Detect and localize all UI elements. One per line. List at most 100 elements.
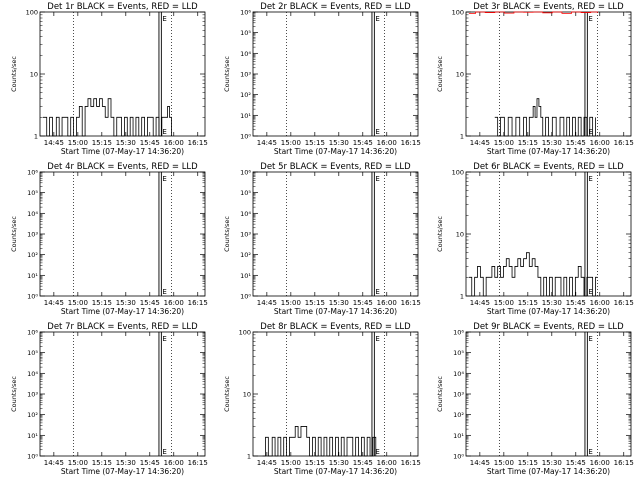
chart-panel-7: Det 7r BLACK = Events, RED = LLD E E 14:45 1…	[10, 322, 208, 476]
y-tick-label: 10¹	[453, 432, 464, 440]
x-axis-label: Start Time (07-May-17 14:36:20)	[274, 307, 397, 316]
y-axis-label: Counts/sec	[436, 56, 444, 92]
y-axis-label: Counts/sec	[10, 56, 18, 92]
y-axis-label: Counts/sec	[223, 216, 231, 252]
chart-title: Det 3r BLACK = Events, RED = LLD	[473, 2, 624, 12]
chart-title: Det 1r BLACK = Events, RED = LLD	[47, 2, 198, 12]
x-tick-label: 14:45	[470, 139, 490, 147]
plot-frame	[252, 11, 419, 137]
chart-title: Det 2r BLACK = Events, RED = LLD	[260, 2, 411, 12]
x-tick-label: 15:00	[494, 299, 514, 307]
x-tick-label: 16:00	[590, 139, 610, 147]
y-tick-label: 10⁰	[453, 453, 464, 461]
y-tick-label: 10¹	[240, 112, 251, 120]
series-line-1	[468, 252, 598, 297]
y-tick-label: 10³	[27, 231, 38, 239]
chart-title: Det 5r BLACK = Events, RED = LLD	[260, 162, 411, 172]
x-tick-label: 14:45	[44, 299, 64, 307]
y-tick-label: 100	[239, 329, 251, 337]
marker-e-bottom: E	[375, 288, 379, 296]
x-tick-label: 15:30	[116, 299, 136, 307]
y-tick-label: 10²	[27, 251, 38, 259]
x-tick-label: 15:00	[494, 139, 514, 147]
x-tick-label: 14:45	[470, 299, 490, 307]
x-tick-label: 16:15	[614, 299, 634, 307]
chart-panel-9: Det 9r BLACK = Events, RED = LLD E E 14:45 1…	[436, 322, 634, 476]
x-axis-label: Start Time (07-May-17 14:36:20)	[61, 467, 184, 476]
y-tick-label: 10⁶	[27, 169, 38, 177]
x-tick-label: 15:45	[140, 299, 160, 307]
series-line-1	[42, 98, 172, 137]
x-axis-label: Start Time (07-May-17 14:36:20)	[487, 147, 610, 156]
x-tick-label: 14:45	[257, 299, 277, 307]
y-tick-label: 1	[247, 453, 251, 461]
y-tick-label: 10⁰	[27, 453, 38, 461]
x-tick-label: 15:00	[68, 459, 88, 467]
chart-title: Det 9r BLACK = Events, RED = LLD	[473, 322, 624, 332]
chart-title: Det 8r BLACK = Events, RED = LLD	[260, 322, 411, 332]
x-tick-label: 15:30	[329, 139, 349, 147]
marker-e-bottom: E	[162, 288, 166, 296]
marker-e-top: E	[375, 175, 379, 183]
x-tick-label: 15:15	[518, 299, 538, 307]
y-tick-label: 1	[460, 293, 464, 301]
plot-frame	[252, 171, 419, 297]
y-tick-label: 10⁶	[453, 329, 464, 337]
marker-e-bottom: E	[588, 128, 592, 136]
x-tick-label: 15:45	[566, 139, 586, 147]
y-tick-label: 10⁶	[240, 169, 251, 177]
chart-panel-3: Det 3r BLACK = Events, RED = LLD E E 14:45 1…	[436, 2, 634, 156]
y-tick-label: 10⁵	[240, 29, 251, 37]
y-tick-label: 10⁵	[27, 189, 38, 197]
x-axis-label: Start Time (07-May-17 14:36:20)	[61, 307, 184, 316]
x-tick-label: 16:15	[614, 459, 634, 467]
x-tick-label: 14:45	[470, 459, 490, 467]
x-tick-label: 16:15	[614, 139, 634, 147]
y-axis-label: Counts/sec	[223, 56, 231, 92]
x-tick-label: 16:00	[590, 299, 610, 307]
x-tick-label: 15:15	[305, 299, 325, 307]
marker-e-top: E	[162, 335, 166, 343]
y-tick-label: 10¹	[27, 432, 38, 440]
x-tick-label: 16:15	[188, 459, 208, 467]
chart-title: Det 4r BLACK = Events, RED = LLD	[47, 162, 198, 172]
y-tick-label: 10	[243, 391, 251, 399]
y-tick-label: 10	[456, 231, 464, 239]
x-tick-label: 14:45	[257, 459, 277, 467]
x-tick-label: 15:30	[116, 459, 136, 467]
marker-e-bottom: E	[588, 288, 592, 296]
chart-panel-6: Det 6r BLACK = Events, RED = LLD E E 14:45 1…	[436, 162, 634, 316]
y-tick-label: 10³	[240, 71, 251, 79]
x-axis-label: Start Time (07-May-17 14:36:20)	[274, 147, 397, 156]
x-tick-label: 15:45	[353, 139, 373, 147]
x-axis-label: Start Time (07-May-17 14:36:20)	[487, 467, 610, 476]
x-tick-label: 16:00	[377, 459, 397, 467]
y-tick-label: 10⁶	[27, 329, 38, 337]
x-axis-label: Start Time (07-May-17 14:36:20)	[487, 307, 610, 316]
series-line-2	[468, 11, 598, 14]
x-tick-label: 16:00	[164, 299, 184, 307]
x-tick-label: 15:00	[281, 459, 301, 467]
marker-e-top: E	[375, 335, 379, 343]
x-tick-label: 14:45	[257, 139, 277, 147]
y-tick-label: 10⁵	[453, 349, 464, 357]
x-tick-label: 15:45	[353, 459, 373, 467]
x-tick-label: 15:15	[92, 139, 112, 147]
y-tick-label: 10⁴	[453, 370, 464, 378]
marker-e-bottom: E	[588, 448, 592, 456]
series-line-1	[262, 426, 377, 457]
x-tick-label: 16:00	[164, 459, 184, 467]
marker-e-bottom: E	[375, 448, 379, 456]
x-tick-label: 15:30	[329, 459, 349, 467]
x-tick-label: 15:15	[305, 139, 325, 147]
y-tick-label: 10⁵	[27, 349, 38, 357]
x-tick-label: 16:15	[401, 459, 421, 467]
x-tick-label: 16:15	[401, 299, 421, 307]
chart-panel-5: Det 5r BLACK = Events, RED = LLD E E 14:45 1…	[223, 162, 421, 316]
y-axis-label: Counts/sec	[10, 376, 18, 412]
marker-e-bottom: E	[375, 128, 379, 136]
series-line-1	[494, 98, 596, 137]
x-axis-label: Start Time (07-May-17 14:36:20)	[274, 467, 397, 476]
x-tick-label: 15:30	[116, 139, 136, 147]
